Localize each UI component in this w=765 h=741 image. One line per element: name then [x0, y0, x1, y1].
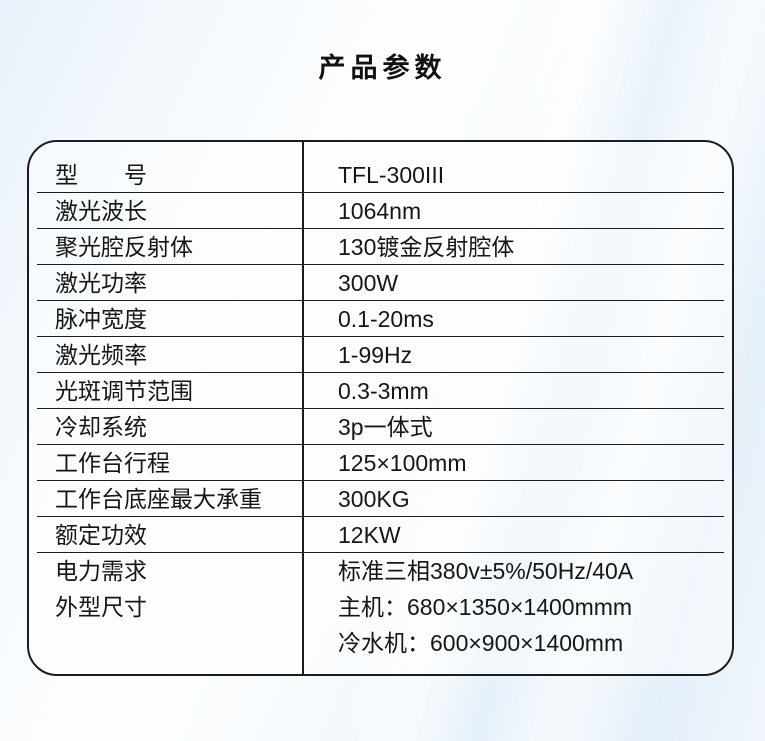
spec-label: 冷却系统	[55, 413, 147, 440]
spec-value: 0.3-3mm	[338, 377, 429, 404]
spec-row: 冷却系统 3p一体式	[37, 409, 724, 445]
spec-value: 0.1-20ms	[338, 305, 434, 332]
spec-rows: 型 号 TFL-300III 激光波长 1064nm 聚光腔反射体 130镀金反射腔体 激光…	[29, 142, 732, 674]
spec-label: 工作台底座最大承重	[55, 485, 262, 512]
spec-value: TFL-300III	[338, 161, 445, 188]
spec-value: 3p一体式	[338, 413, 433, 440]
spec-value: 冷水机：600×900×1400mm	[338, 630, 624, 656]
spec-row: 电力需求 标准三相380v±5%/50Hz/40A	[37, 553, 724, 589]
spec-value: 1-99Hz	[338, 341, 413, 368]
spec-row: 聚光腔反射体 130镀金反射腔体	[37, 229, 724, 265]
spec-label: 外型尺寸	[55, 594, 147, 620]
spec-value: 300KG	[338, 485, 410, 512]
spec-label: 工作台行程	[55, 449, 170, 476]
spec-value: 主机：680×1350×1400mmm	[338, 594, 633, 620]
spec-row: 激光波长 1064nm	[37, 193, 724, 229]
spec-label: 脉冲宽度	[55, 305, 147, 332]
spec-value: 12KW	[338, 521, 401, 548]
spec-label: 激光频率	[55, 341, 147, 368]
spec-value: 1064nm	[338, 197, 422, 224]
spec-row: 型 号 TFL-300III	[37, 142, 724, 193]
spec-row: 光斑调节范围 0.3-3mm	[37, 373, 724, 409]
spec-row: 工作台行程 125×100mm	[37, 445, 724, 481]
spec-label: 电力需求	[55, 558, 147, 584]
spec-label: 激光功率	[55, 269, 147, 296]
spec-row: 工作台底座最大承重 300KG	[37, 481, 724, 517]
spec-row: 激光频率 1-99Hz	[37, 337, 724, 373]
spec-label: 聚光腔反射体	[55, 233, 193, 260]
spec-row: 额定功效 12KW	[37, 517, 724, 553]
spec-label: 激光波长	[55, 197, 147, 224]
spec-label: 额定功效	[55, 521, 147, 548]
product-spec-table: 型 号 TFL-300III 激光波长 1064nm 聚光腔反射体 130镀金反射腔体 激光…	[27, 140, 734, 676]
spec-row: 脉冲宽度 0.1-20ms	[37, 301, 724, 337]
page-title: 产品参数	[318, 53, 447, 83]
spec-value: 300W	[338, 269, 399, 296]
spec-label: 型 号	[55, 161, 147, 188]
spec-row: 外型尺寸 主机：680×1350×1400mmm	[37, 589, 724, 625]
spec-row: 冷水机：600×900×1400mm	[37, 625, 724, 661]
spec-value: 125×100mm	[338, 449, 467, 476]
spec-label: 光斑调节范围	[55, 377, 193, 404]
spec-row: 激光功率 300W	[37, 265, 724, 301]
spec-value: 130镀金反射腔体	[338, 233, 515, 260]
spec-value: 标准三相380v±5%/50Hz/40A	[338, 558, 634, 584]
